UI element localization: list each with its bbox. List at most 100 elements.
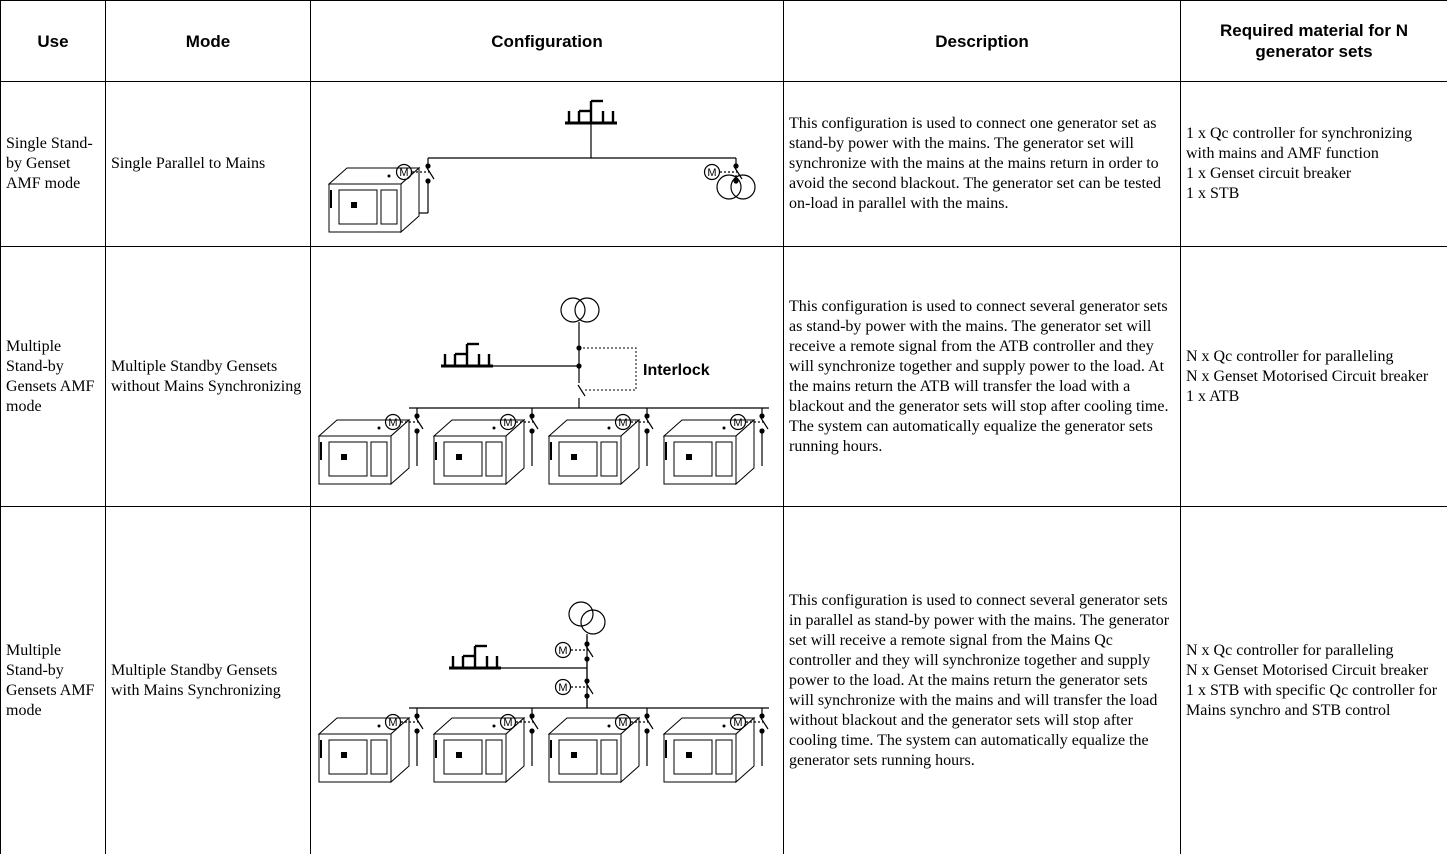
genset-led bbox=[607, 724, 611, 728]
junction bbox=[529, 427, 535, 434]
wire bbox=[760, 417, 769, 429]
genset-panel bbox=[443, 739, 483, 775]
genset-led bbox=[387, 174, 391, 177]
genset-panel bbox=[600, 441, 618, 476]
motor-label: M bbox=[399, 167, 408, 179]
row: Multiple Stand-by Gensets AMF mode Multi… bbox=[0, 506, 1447, 854]
motor bbox=[554, 641, 572, 658]
motor-label: M bbox=[503, 417, 512, 429]
mode-cell: Multiple Standby Gensets without Mains S… bbox=[105, 246, 311, 507]
transformer bbox=[574, 296, 600, 323]
transformer bbox=[560, 296, 586, 323]
genset-display bbox=[341, 751, 347, 758]
config-cell: M M M M M M bbox=[310, 506, 784, 854]
material-item: 1 x STB with specific Qc controller for … bbox=[1186, 682, 1438, 720]
genset-panel bbox=[558, 441, 598, 476]
description-cell: This configuration is used to connect on… bbox=[783, 81, 1181, 247]
mode-cell: Multiple Standby Gensets with Mains Sync… bbox=[105, 506, 311, 854]
motor bbox=[499, 713, 517, 730]
junction bbox=[529, 713, 535, 719]
wire bbox=[645, 417, 654, 429]
motor-label: M bbox=[558, 645, 567, 657]
junction bbox=[644, 713, 650, 719]
material-cell: 1 x Qc controller for synchronizing with… bbox=[1180, 81, 1447, 247]
junction bbox=[644, 427, 650, 434]
genset-led bbox=[607, 426, 611, 429]
motor bbox=[395, 163, 413, 180]
diagram: Interlock M M M M bbox=[317, 296, 769, 485]
wire bbox=[530, 417, 539, 429]
description-cell: This configuration is used to connect se… bbox=[783, 506, 1181, 854]
genset-panel bbox=[673, 441, 713, 476]
genset-display bbox=[571, 453, 577, 460]
header-row: Use Mode Configuration Description Requi… bbox=[0, 0, 1447, 82]
genset-panel bbox=[328, 739, 368, 775]
wire bbox=[585, 645, 594, 658]
genset-led bbox=[722, 724, 726, 728]
genset-display bbox=[351, 201, 357, 208]
genset-display bbox=[341, 453, 347, 460]
genset-panel bbox=[380, 189, 398, 224]
config-cell: Interlock M M M M bbox=[310, 246, 784, 507]
genset-display bbox=[456, 453, 462, 460]
genset-panel bbox=[443, 441, 483, 476]
material-cell: N x Qc controller for paralleling N x Ge… bbox=[1180, 246, 1447, 507]
motor bbox=[729, 413, 747, 430]
junction bbox=[584, 678, 590, 684]
genset-panel bbox=[370, 739, 388, 775]
wire bbox=[645, 717, 654, 730]
genset-led bbox=[377, 426, 381, 429]
genset-led bbox=[377, 724, 381, 728]
motor bbox=[499, 413, 517, 430]
junction bbox=[425, 162, 431, 169]
junction bbox=[759, 412, 765, 419]
genset-led bbox=[492, 724, 496, 728]
genset-panel bbox=[558, 739, 598, 775]
diagram: M M M M M M bbox=[317, 601, 769, 783]
motor bbox=[729, 713, 747, 730]
transformer bbox=[580, 609, 606, 635]
use-cell: Single Stand-by Genset AMF mode bbox=[0, 81, 106, 247]
header-cell: Required material for N generator sets bbox=[1180, 0, 1447, 82]
motor bbox=[703, 163, 721, 180]
genset-panel bbox=[715, 739, 733, 775]
genset-panel bbox=[370, 441, 388, 476]
motor-label: M bbox=[558, 682, 567, 694]
genset-led bbox=[722, 426, 726, 429]
motor bbox=[554, 678, 572, 695]
material-item: 1 x Qc controller for synchronizing with… bbox=[1186, 125, 1413, 162]
genset-display bbox=[686, 751, 692, 758]
wire bbox=[577, 384, 586, 396]
transformer bbox=[568, 601, 594, 627]
header-cell: Use bbox=[0, 0, 106, 82]
genset-panel bbox=[485, 441, 503, 476]
genset-panel bbox=[600, 739, 618, 775]
motor bbox=[614, 413, 632, 430]
motor-label: M bbox=[618, 717, 627, 729]
junction bbox=[529, 412, 535, 419]
wire bbox=[734, 167, 743, 179]
wire bbox=[415, 717, 424, 730]
material-item: N x Genset Motorised Circuit breaker bbox=[1186, 367, 1429, 385]
row: Single Stand-by Genset AMF mode Single P… bbox=[0, 81, 1447, 247]
motor-label: M bbox=[733, 717, 742, 729]
interlock-label: Interlock bbox=[643, 362, 710, 379]
motor bbox=[384, 713, 402, 730]
material-item: N x Qc controller for paralleling bbox=[1186, 642, 1394, 660]
mode-cell: Single Parallel to Mains bbox=[105, 81, 311, 247]
junction bbox=[584, 641, 590, 647]
motor bbox=[614, 713, 632, 730]
motor-label: M bbox=[618, 417, 627, 429]
description-cell: This configuration is used to connect se… bbox=[783, 246, 1181, 507]
junction bbox=[414, 713, 420, 719]
interlock-link bbox=[579, 347, 637, 390]
genset-display bbox=[456, 751, 462, 758]
genset-panel bbox=[338, 189, 378, 224]
genset-panel bbox=[328, 441, 368, 476]
row: Multiple Stand-by Gensets AMF mode Multi… bbox=[0, 246, 1447, 507]
material-item: N x Qc controller for paralleling bbox=[1186, 347, 1394, 365]
motor-label: M bbox=[503, 717, 512, 729]
